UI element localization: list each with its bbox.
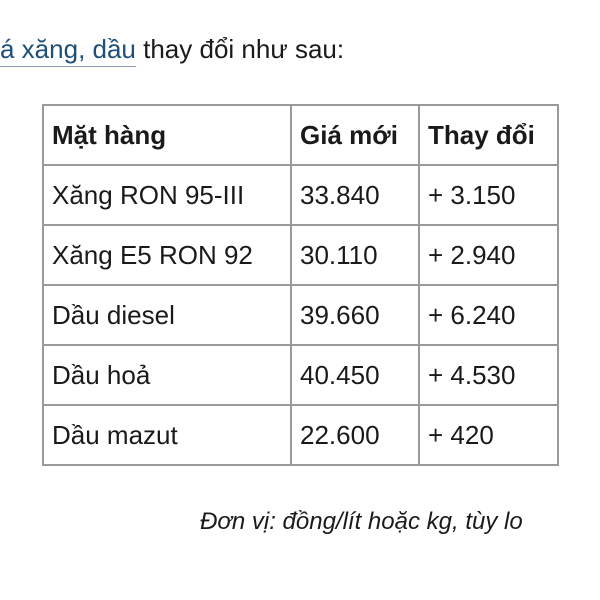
change-cell: + 3.150 <box>418 164 559 226</box>
header-new-price: Giá mới <box>290 104 420 166</box>
table-row: Xăng E5 RON 92 30.110 + 2.940 <box>42 224 559 286</box>
change-cell: + 6.240 <box>418 284 559 346</box>
fuel-price-link[interactable]: á xăng, dầu <box>0 34 136 67</box>
table-row: Xăng RON 95-III 33.840 + 3.150 <box>42 164 559 226</box>
change-cell: + 2.940 <box>418 224 559 286</box>
intro-rest: thay đổi như sau: <box>135 34 345 64</box>
price-cell: 30.110 <box>290 224 420 286</box>
table-row: Dầu hoả 40.450 + 4.530 <box>42 344 559 406</box>
price-cell: 33.840 <box>290 164 420 226</box>
item-cell: Dầu mazut <box>42 404 292 466</box>
table-row: Dầu mazut 22.600 + 420 <box>42 404 559 466</box>
item-cell: Dầu diesel <box>42 284 292 346</box>
price-cell: 39.660 <box>290 284 420 346</box>
price-cell: 22.600 <box>290 404 420 466</box>
table-row: Dầu diesel 39.660 + 6.240 <box>42 284 559 346</box>
unit-note: Đơn vị: đồng/lít hoặc kg, tùy lo <box>200 508 523 535</box>
change-cell: + 420 <box>418 404 559 466</box>
header-item: Mặt hàng <box>42 104 292 166</box>
change-cell: + 4.530 <box>418 344 559 406</box>
item-cell: Xăng RON 95-III <box>42 164 292 226</box>
table-header-row: Mặt hàng Giá mới Thay đổi <box>42 104 559 166</box>
item-cell: Xăng E5 RON 92 <box>42 224 292 286</box>
price-cell: 40.450 <box>290 344 420 406</box>
item-cell: Dầu hoả <box>42 344 292 406</box>
fuel-price-table: Mặt hàng Giá mới Thay đổi Xăng RON 95-II… <box>42 104 559 466</box>
intro-text: á xăng, dầu thay đổi như sau: <box>0 34 345 67</box>
header-change: Thay đổi <box>418 104 559 166</box>
